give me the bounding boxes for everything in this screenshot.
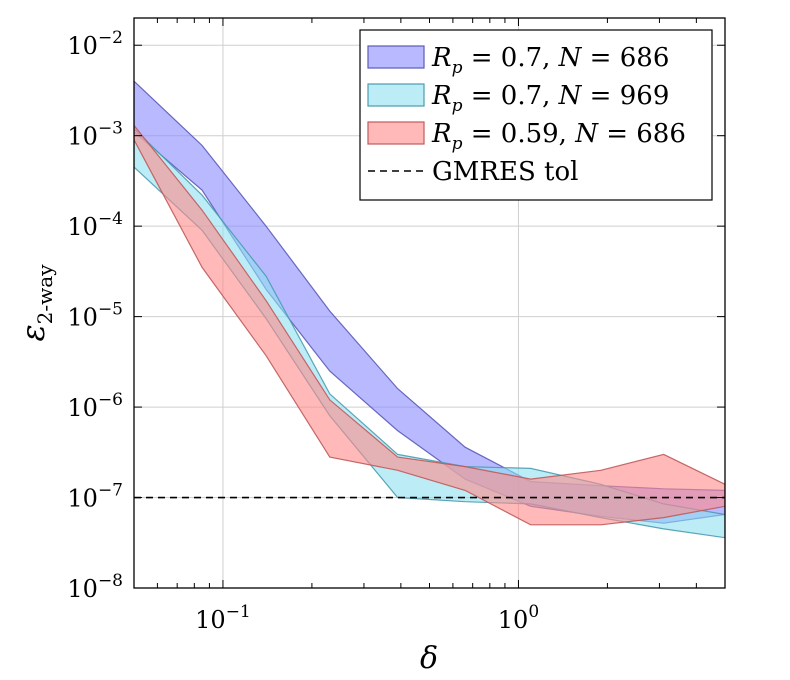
y-tick-label-exponent: −4 xyxy=(98,209,123,229)
legend-label-part: p xyxy=(452,96,463,116)
y-tick-label-base: 10 xyxy=(67,32,98,60)
y-tick-label: 10−8 xyxy=(67,571,123,603)
x-tick-label-exponent: −1 xyxy=(226,602,251,622)
y-tick-label-base: 10 xyxy=(67,123,98,151)
y-tick-label-base: 10 xyxy=(67,394,98,422)
legend-label-part: p xyxy=(452,58,463,78)
x-tick-label-base: 10 xyxy=(498,606,529,634)
y-tick-label-exponent: −8 xyxy=(98,571,123,591)
y-axis-label: ε2-way xyxy=(14,264,57,342)
x-tick-label: 10−1 xyxy=(195,602,251,634)
legend-label-part: R xyxy=(431,81,452,111)
y-tick-label: 10−2 xyxy=(67,28,123,60)
y-tick-label-exponent: −5 xyxy=(98,300,123,320)
plot-frame xyxy=(133,17,726,589)
y-tick-label: 10−4 xyxy=(67,209,123,241)
y-tick-label: 10−5 xyxy=(67,300,123,332)
legend-label-part: = 686 xyxy=(598,119,686,149)
x-tick-label-exponent: 0 xyxy=(528,602,539,622)
y-axis-label-base: ε xyxy=(14,324,52,341)
legend-label-part: N xyxy=(558,81,583,111)
y-tick-label: 10−3 xyxy=(67,119,123,151)
legend-label: Rp = 0.59, N = 686 xyxy=(431,119,686,154)
legend-label-part: R xyxy=(431,43,452,73)
y-tick-label-base: 10 xyxy=(67,213,98,241)
legend-label-part: = 0.7, xyxy=(462,43,558,73)
legend-label-part: = 686 xyxy=(581,43,669,73)
series-band-3 xyxy=(134,124,725,526)
y-axis-label-sub: 2-way xyxy=(33,264,57,325)
x-tick-labels: 10−1 100 xyxy=(195,602,539,634)
legend-label-part: = 969 xyxy=(581,81,669,111)
legend-label-part: = 0.7, xyxy=(462,81,558,111)
x-tick-label: 100 xyxy=(498,602,539,634)
y-tick-label-base: 10 xyxy=(67,304,98,332)
legend-label-part: p xyxy=(452,134,463,154)
legend-label-part: N xyxy=(558,43,583,73)
x-axis-label: δ xyxy=(420,641,438,676)
y-tick-label: 10−7 xyxy=(67,481,123,513)
series-bands xyxy=(134,80,725,539)
y-tick-label-exponent: −7 xyxy=(98,481,123,501)
legend-swatch xyxy=(367,45,425,69)
legend-label-part: N xyxy=(574,119,599,149)
y-tick-label-base: 10 xyxy=(67,575,98,603)
legend-label-reference: GMRES tol xyxy=(432,157,578,187)
x-tick-label-base: 10 xyxy=(195,606,226,634)
legend-label: Rp = 0.7, N = 686 xyxy=(431,43,669,78)
legend-label-part: R xyxy=(431,119,452,149)
y-tick-label-exponent: −3 xyxy=(98,119,123,139)
y-tick-label-exponent: −6 xyxy=(98,390,123,410)
y-tick-label-exponent: −2 xyxy=(98,28,123,48)
y-tick-labels: 10−810−710−610−510−410−310−2 xyxy=(67,28,123,603)
legend-swatch xyxy=(367,83,425,107)
legend-swatch xyxy=(367,121,425,145)
legend-label-part: = 0.59, xyxy=(462,119,575,149)
legend-label: Rp = 0.7, N = 969 xyxy=(431,81,669,116)
y-tick-label: 10−6 xyxy=(67,390,123,422)
y-tick-label-base: 10 xyxy=(67,485,98,513)
